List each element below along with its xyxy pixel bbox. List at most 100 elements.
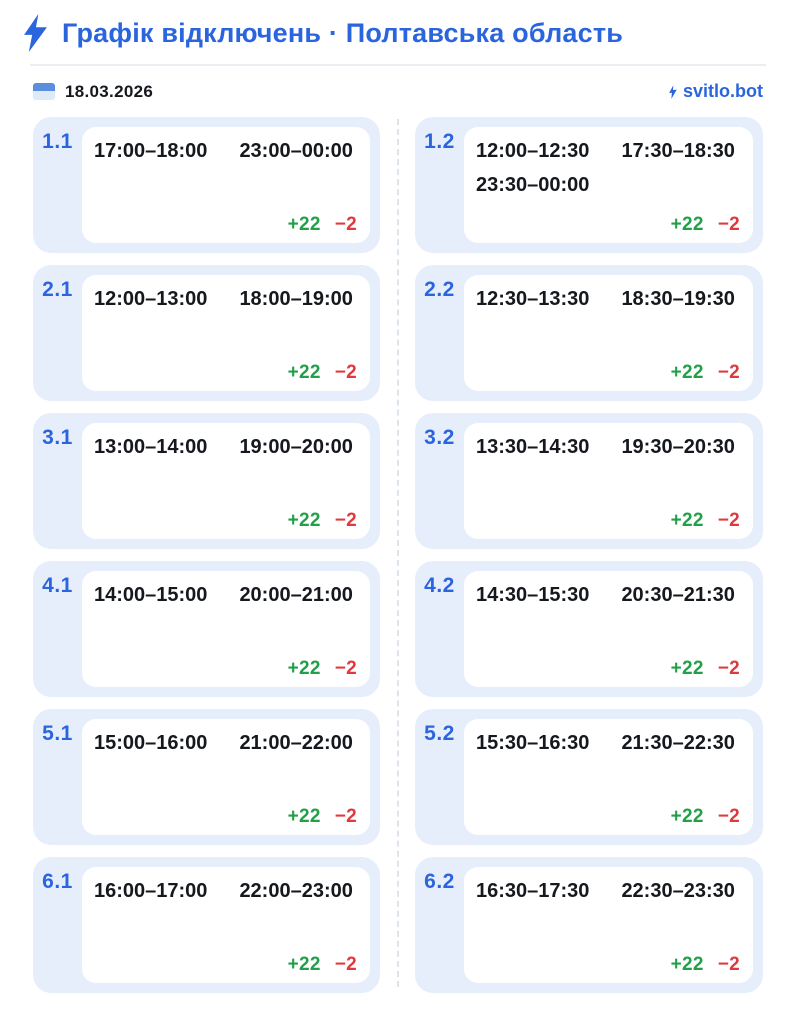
schedule-area: 1.1 17:00–18:00 23:00–00:00 +22 −2 1.2 12… bbox=[0, 117, 796, 993]
upvote-count[interactable]: +22 bbox=[287, 658, 321, 679]
downvote-count[interactable]: −2 bbox=[717, 214, 740, 235]
outage-times: 13:00–14:00 19:00–20:00 bbox=[94, 430, 358, 464]
time-range: 12:30–13:30 bbox=[476, 288, 590, 310]
downvote-count[interactable]: −2 bbox=[334, 658, 357, 679]
vote-counts: +22 −2 bbox=[288, 510, 357, 532]
group-card[interactable]: 2.2 12:30–13:30 18:30–19:30 +22 −2 bbox=[415, 265, 763, 401]
outage-times: 12:00–12:30 17:30–18:30 23:30–00:00 bbox=[476, 134, 741, 202]
time-range: 16:30–17:30 bbox=[476, 880, 590, 902]
downvote-count[interactable]: −2 bbox=[334, 214, 357, 235]
group-card[interactable]: 2.1 12:00–13:00 18:00–19:00 +22 −2 bbox=[33, 265, 380, 401]
downvote-count[interactable]: −2 bbox=[334, 510, 357, 531]
upvote-count[interactable]: +22 bbox=[287, 362, 321, 383]
sub-header: 18.03.2026 svitlo.bot bbox=[0, 66, 796, 117]
downvote-count[interactable]: −2 bbox=[334, 806, 357, 827]
group-card[interactable]: 5.1 15:00–16:00 21:00–22:00 +22 −2 bbox=[33, 709, 380, 845]
vote-counts: +22 −2 bbox=[671, 362, 740, 384]
vote-counts: +22 −2 bbox=[288, 954, 357, 976]
time-range: 17:30–18:30 bbox=[621, 140, 735, 162]
upvote-count[interactable]: +22 bbox=[287, 510, 321, 531]
group-card[interactable]: 1.1 17:00–18:00 23:00–00:00 +22 −2 bbox=[33, 117, 380, 253]
group-card[interactable]: 3.2 13:30–14:30 19:30–20:30 +22 −2 bbox=[415, 413, 763, 549]
outage-times: 14:30–15:30 20:30–21:30 bbox=[476, 578, 741, 612]
schedule-date: 18.03.2026 bbox=[65, 81, 154, 101]
outage-times: 12:30–13:30 18:30–19:30 bbox=[476, 282, 741, 316]
downvote-count[interactable]: −2 bbox=[717, 362, 740, 383]
time-range: 12:00–13:00 bbox=[94, 288, 208, 310]
group-card[interactable]: 5.2 15:30–16:30 21:30–22:30 +22 −2 bbox=[415, 709, 763, 845]
vote-counts: +22 −2 bbox=[288, 362, 357, 384]
time-range: 15:00–16:00 bbox=[94, 732, 208, 754]
time-range: 20:30–21:30 bbox=[621, 584, 735, 606]
page-title: Графік відключень · Полтавська область bbox=[62, 17, 624, 48]
outage-times: 15:30–16:30 21:30–22:30 bbox=[476, 726, 741, 760]
header-divider bbox=[30, 64, 766, 66]
downvote-count[interactable]: −2 bbox=[717, 510, 740, 531]
downvote-count[interactable]: −2 bbox=[717, 806, 740, 827]
group-card-body: 14:00–15:00 20:00–21:00 +22 −2 bbox=[82, 571, 370, 687]
upvote-count[interactable]: +22 bbox=[287, 214, 321, 235]
group-label: 5.2 bbox=[424, 722, 455, 745]
group-label: 1.1 bbox=[42, 130, 73, 153]
vote-counts: +22 −2 bbox=[288, 214, 357, 236]
group-card[interactable]: 6.2 16:30–17:30 22:30–23:30 +22 −2 bbox=[415, 857, 763, 993]
vote-counts: +22 −2 bbox=[671, 510, 740, 532]
time-range: 23:30–00:00 bbox=[476, 174, 590, 196]
downvote-count[interactable]: −2 bbox=[717, 954, 740, 975]
group-card[interactable]: 1.2 12:00–12:30 17:30–18:30 23:30–00:00 +2… bbox=[415, 117, 763, 253]
group-card[interactable]: 6.1 16:00–17:00 22:00–23:00 +22 −2 bbox=[33, 857, 380, 993]
vote-counts: +22 −2 bbox=[671, 658, 740, 680]
page-header: Графік відключень · Полтавська область bbox=[0, 0, 796, 53]
group-label: 5.1 bbox=[42, 722, 73, 745]
schedule-grid: 1.1 17:00–18:00 23:00–00:00 +22 −2 1.2 12… bbox=[33, 117, 763, 993]
outage-times: 16:30–17:30 22:30–23:30 bbox=[476, 874, 741, 908]
upvote-count[interactable]: +22 bbox=[287, 806, 321, 827]
group-label: 6.2 bbox=[424, 870, 455, 893]
group-card-body: 16:30–17:30 22:30–23:30 +22 −2 bbox=[464, 867, 753, 983]
upvote-count[interactable]: +22 bbox=[670, 658, 704, 679]
group-card-body: 12:30–13:30 18:30–19:30 +22 −2 bbox=[464, 275, 753, 391]
vote-counts: +22 −2 bbox=[288, 806, 357, 828]
downvote-count[interactable]: −2 bbox=[334, 954, 357, 975]
time-range: 22:30–23:30 bbox=[621, 880, 735, 902]
time-range: 18:30–19:30 bbox=[621, 288, 735, 310]
group-label: 3.1 bbox=[42, 426, 73, 449]
upvote-count[interactable]: +22 bbox=[670, 510, 704, 531]
downvote-count[interactable]: −2 bbox=[334, 362, 357, 383]
group-label: 4.1 bbox=[42, 574, 73, 597]
group-card-body: 12:00–13:00 18:00–19:00 +22 −2 bbox=[82, 275, 370, 391]
group-card[interactable]: 4.1 14:00–15:00 20:00–21:00 +22 −2 bbox=[33, 561, 380, 697]
vote-counts: +22 −2 bbox=[671, 214, 740, 236]
time-range: 22:00–23:00 bbox=[239, 880, 353, 902]
group-label: 6.1 bbox=[42, 870, 73, 893]
upvote-count[interactable]: +22 bbox=[670, 806, 704, 827]
group-label: 2.1 bbox=[42, 278, 73, 301]
outage-times: 13:30–14:30 19:30–20:30 bbox=[476, 430, 741, 464]
time-range: 16:00–17:00 bbox=[94, 880, 208, 902]
upvote-count[interactable]: +22 bbox=[670, 214, 704, 235]
time-range: 13:00–14:00 bbox=[94, 436, 208, 458]
time-range: 21:00–22:00 bbox=[239, 732, 353, 754]
time-range: 17:00–18:00 bbox=[94, 140, 208, 162]
group-card-body: 13:30–14:30 19:30–20:30 +22 −2 bbox=[464, 423, 753, 539]
time-range: 19:30–20:30 bbox=[621, 436, 735, 458]
outage-times: 14:00–15:00 20:00–21:00 bbox=[94, 578, 358, 612]
column-divider bbox=[397, 119, 399, 987]
group-label: 2.2 bbox=[424, 278, 455, 301]
downvote-count[interactable]: −2 bbox=[717, 658, 740, 679]
vote-counts: +22 −2 bbox=[671, 806, 740, 828]
group-card-body: 17:00–18:00 23:00–00:00 +22 −2 bbox=[82, 127, 370, 243]
upvote-count[interactable]: +22 bbox=[670, 954, 704, 975]
upvote-count[interactable]: +22 bbox=[287, 954, 321, 975]
upvote-count[interactable]: +22 bbox=[670, 362, 704, 383]
brand-link[interactable]: svitlo.bot bbox=[668, 81, 763, 102]
outage-times: 16:00–17:00 22:00–23:00 bbox=[94, 874, 358, 908]
time-range: 18:00–19:00 bbox=[239, 288, 353, 310]
ukraine-flag-icon bbox=[33, 83, 55, 100]
group-label: 1.2 bbox=[424, 130, 455, 153]
group-card[interactable]: 4.2 14:30–15:30 20:30–21:30 +22 −2 bbox=[415, 561, 763, 697]
vote-counts: +22 −2 bbox=[671, 954, 740, 976]
outage-times: 12:00–13:00 18:00–19:00 bbox=[94, 282, 358, 316]
time-range: 14:00–15:00 bbox=[94, 584, 208, 606]
group-card[interactable]: 3.1 13:00–14:00 19:00–20:00 +22 −2 bbox=[33, 413, 380, 549]
